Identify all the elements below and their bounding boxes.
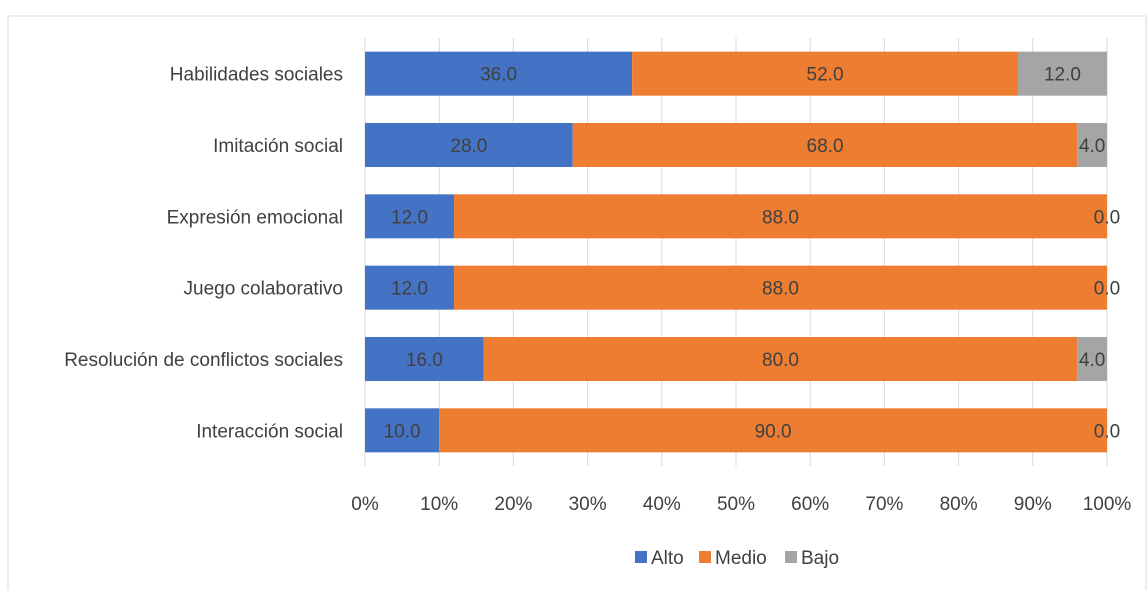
- legend-swatch: [635, 551, 647, 563]
- tick-label: 80%: [940, 494, 978, 515]
- gridlines: [364, 38, 1108, 466]
- bar-segment: [365, 51, 633, 96]
- legend-swatch: [699, 551, 711, 563]
- legend-label: Bajo: [801, 548, 839, 569]
- data-label: 4.0: [1079, 350, 1105, 371]
- legend-label: Alto: [651, 548, 684, 569]
- tick-label: 40%: [643, 494, 681, 515]
- bar-segment: [1077, 123, 1107, 167]
- legend: Alto Medio Bajo: [635, 548, 839, 569]
- bar-segment: [365, 123, 573, 167]
- category-label: Expresión emocional: [167, 207, 343, 228]
- bar-segment: [1017, 51, 1107, 96]
- data-label: 80.0: [762, 350, 799, 371]
- data-label: 36.0: [480, 65, 517, 86]
- category-axis: Habilidades sociales Imitación social Expr…: [64, 65, 343, 443]
- bar-segment: [632, 51, 1018, 96]
- bar-segment: [365, 265, 455, 310]
- bar-segment: [1077, 337, 1107, 381]
- data-label: 0.0: [1094, 421, 1120, 442]
- data-label: 52.0: [807, 65, 844, 86]
- category-label: Interacción social: [196, 421, 343, 442]
- bar-segment: [365, 408, 440, 453]
- bar-segments: [365, 51, 1107, 453]
- data-label: 12.0: [391, 279, 428, 300]
- tick-label: 30%: [569, 494, 607, 515]
- tick-label: 0%: [351, 494, 379, 515]
- data-label: 88.0: [762, 207, 799, 228]
- data-label: 68.0: [807, 136, 844, 157]
- legend-label: Medio: [715, 548, 767, 569]
- bar-segment: [572, 123, 1078, 167]
- tick-label: 70%: [865, 494, 903, 515]
- category-label: Habilidades sociales: [170, 65, 343, 86]
- bar-segment: [483, 337, 1078, 381]
- data-labels: 36.0 52.0 12.0 28.0 68.0 4.0 12.0 88.0 0.0 12.0 88…: [384, 65, 1121, 443]
- data-label: 90.0: [755, 421, 792, 442]
- tick-label: 60%: [791, 494, 829, 515]
- data-label: 10.0: [384, 421, 421, 442]
- legend-swatch: [785, 551, 797, 563]
- tick-label: 50%: [717, 494, 755, 515]
- data-label: 88.0: [762, 279, 799, 300]
- bar-segment: [365, 337, 484, 381]
- bar-segment: [454, 194, 1107, 239]
- bar-segment: [439, 408, 1107, 453]
- tick-label: 10%: [420, 494, 458, 515]
- data-label: 28.0: [450, 136, 487, 157]
- data-label: 0.0: [1094, 279, 1120, 300]
- bar-segment: [454, 265, 1107, 310]
- value-axis: 0% 10% 20% 30% 40% 50% 60% 70% 80% 90% 100%: [351, 494, 1131, 515]
- tick-label: 90%: [1014, 494, 1052, 515]
- data-label: 0.0: [1094, 207, 1120, 228]
- data-label: 12.0: [391, 207, 428, 228]
- data-label: 12.0: [1044, 65, 1081, 86]
- category-label: Imitación social: [213, 136, 343, 157]
- bar-segment: [365, 194, 455, 239]
- tick-label: 20%: [494, 494, 532, 515]
- tick-label: 100%: [1083, 494, 1132, 515]
- data-label: 4.0: [1079, 136, 1105, 157]
- data-label: 16.0: [406, 350, 443, 371]
- category-label: Resolución de conflictos sociales: [64, 350, 343, 371]
- category-label: Juego colaborativo: [184, 279, 344, 300]
